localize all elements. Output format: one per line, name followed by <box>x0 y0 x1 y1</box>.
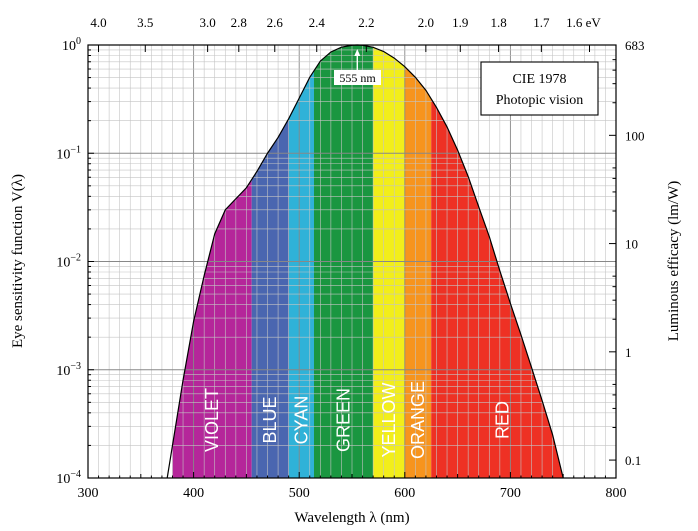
top-tick-label: 2.4 <box>309 15 326 30</box>
peak-arrow-head <box>354 49 361 56</box>
axis-ticks <box>87 44 617 479</box>
band-label-red: RED <box>493 401 513 439</box>
y-tick-label: 10−3 <box>56 361 81 379</box>
top-tick-label: 2.0 <box>418 15 434 30</box>
band-label-blue: BLUE <box>260 396 280 443</box>
top-tick-label: 1.7 <box>533 15 550 30</box>
right-tick-label: 100 <box>625 128 645 143</box>
y-tick-label: 10−4 <box>56 469 81 487</box>
peak-label: 555 nm <box>339 71 376 85</box>
right-efficacy-tick-labels: 683 100 10 1 0.1 <box>625 38 645 468</box>
right-tick-label: 0.1 <box>625 453 641 468</box>
band-label-cyan: CYAN <box>291 396 311 445</box>
legend-line-2: Photopic vision <box>496 93 584 108</box>
right-tick-label: 1 <box>625 345 632 360</box>
x-axis-label: Wavelength λ (nm) <box>294 510 409 526</box>
x-tick-label: 500 <box>289 486 310 501</box>
band-label-violet: VIOLET <box>202 388 222 452</box>
y-tick-label: 10−2 <box>56 253 81 271</box>
right-tick-label: 683 <box>625 38 645 53</box>
grid <box>88 45 616 478</box>
top-tick-label: 1.6 eV <box>566 15 601 30</box>
band-label-yellow: YELLOW <box>379 382 399 457</box>
right-tick-label: 10 <box>625 237 638 252</box>
band-label-orange: ORANGE <box>408 381 428 459</box>
x-tick-label: 800 <box>606 486 627 501</box>
top-tick-label: 4.0 <box>90 15 106 30</box>
top-tick-label: 1.8 <box>490 15 506 30</box>
top-tick-label: 2.8 <box>231 15 247 30</box>
x-tick-label: 400 <box>183 486 204 501</box>
top-tick-label: 3.0 <box>199 15 215 30</box>
y-tick-label: 10−1 <box>56 144 81 162</box>
top-energy-tick-labels: 4.0 3.5 3.0 2.8 2.6 2.4 2.2 2.0 1.9 1.8 1.7 1.6 eV <box>90 15 601 30</box>
x-tick-label: 600 <box>394 486 415 501</box>
legend-line-1: CIE 1978 <box>512 72 566 87</box>
top-tick-label: 2.6 <box>267 15 284 30</box>
top-tick-label: 3.5 <box>137 15 153 30</box>
peak-annotation: 555 nm <box>334 49 381 85</box>
y-axis-label-right: Luminous efficacy (lm/W) <box>666 181 682 342</box>
x-tick-labels: 300 400 500 600 700 800 <box>78 486 627 501</box>
x-tick-label: 300 <box>78 486 99 501</box>
top-tick-label: 1.9 <box>452 15 468 30</box>
y-tick-labels: 10−4 10−3 10−2 10−1 100 <box>56 36 81 487</box>
band-label-green: GREEN <box>334 388 354 452</box>
top-tick-label: 2.2 <box>358 15 374 30</box>
x-tick-label: 700 <box>500 486 521 501</box>
y-tick-label: 100 <box>62 36 81 54</box>
legend-box: CIE 1978 Photopic vision <box>480 61 599 116</box>
y-axis-label-left: Eye sensitivity function V(λ) <box>10 174 26 348</box>
band-labels: VIOLET BLUE CYAN GREEN YELLOW ORANGE RED <box>202 381 512 459</box>
